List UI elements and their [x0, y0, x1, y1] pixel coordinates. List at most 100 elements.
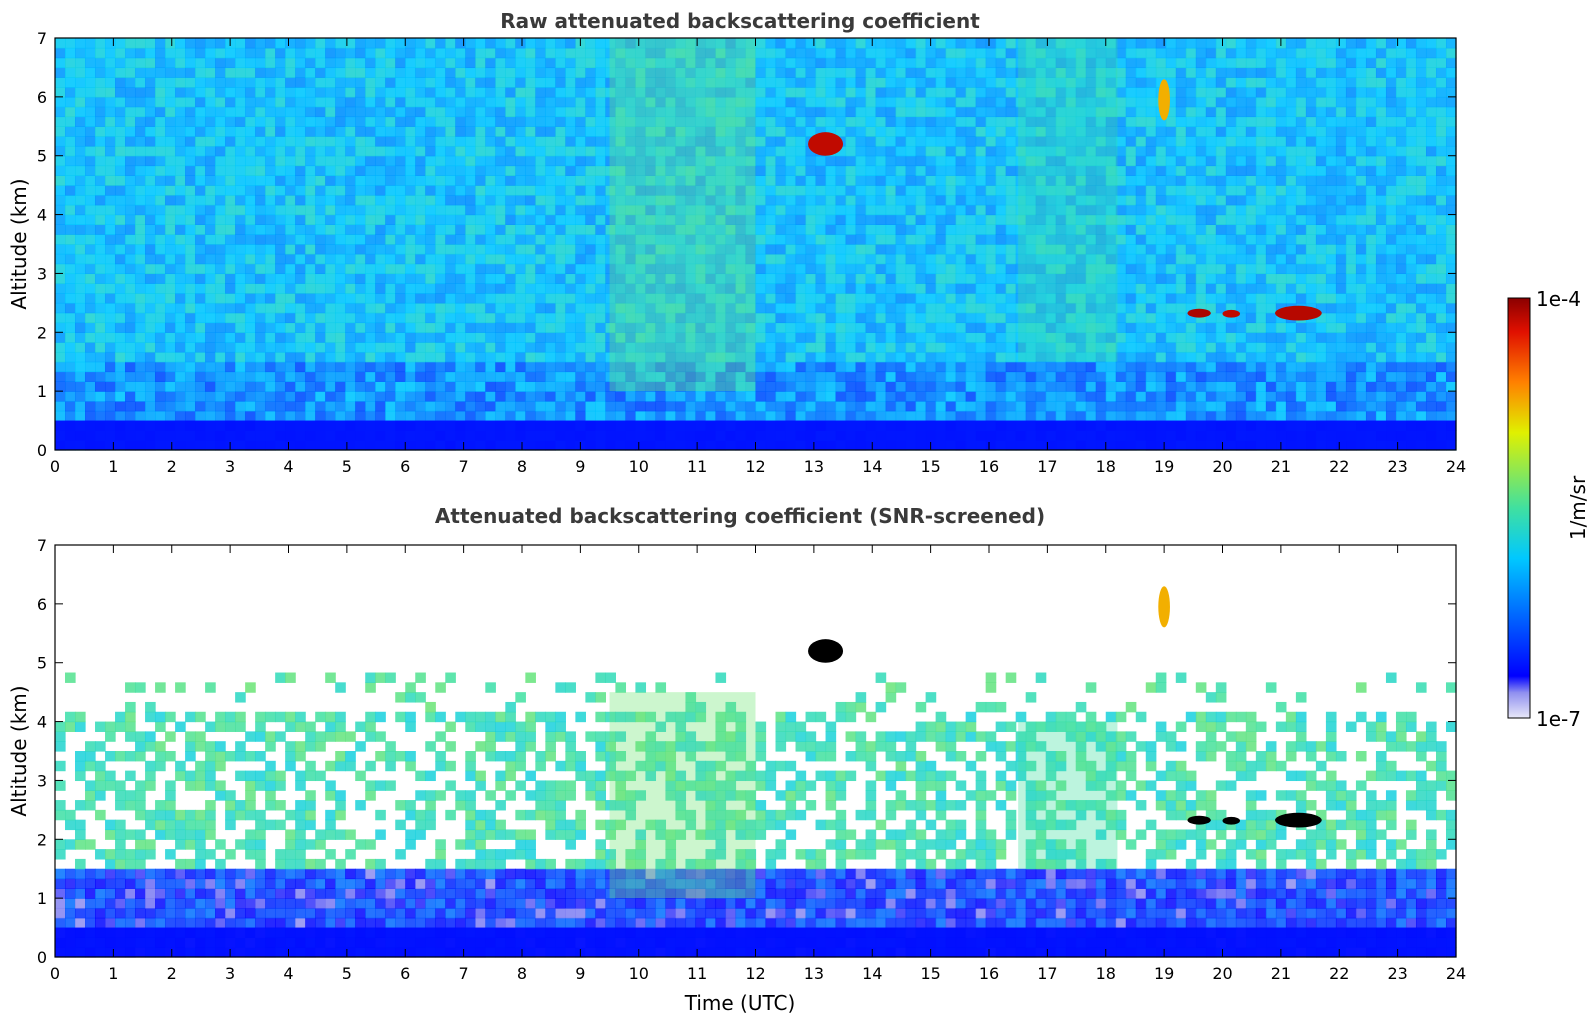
heatmap-cell	[955, 77, 967, 88]
heatmap-cell	[785, 391, 797, 402]
heatmap-cell	[1185, 136, 1197, 147]
heatmap-cell	[195, 116, 206, 127]
heatmap-cell	[545, 253, 556, 265]
heatmap-cell	[55, 253, 66, 265]
heatmap-cell	[1005, 361, 1017, 373]
heatmap-cell	[465, 410, 476, 422]
heatmap-cell	[995, 312, 1007, 324]
heatmap-cell	[1115, 77, 1127, 88]
heatmap-cell	[845, 126, 857, 137]
heatmap-cell	[75, 87, 86, 98]
heatmap-cell	[555, 351, 566, 363]
heatmap-cell	[865, 351, 877, 363]
heatmap-cell	[1145, 391, 1157, 402]
heatmap-cell	[1045, 381, 1057, 392]
heatmap-cell	[295, 96, 306, 108]
heatmap-cell	[495, 194, 506, 206]
heatmap-cell	[935, 283, 947, 294]
heatmap-cell	[325, 126, 336, 137]
heatmap-cell	[1135, 67, 1147, 78]
heatmap-cell	[1075, 283, 1087, 294]
heatmap-cell	[255, 126, 266, 137]
heatmap-cell	[75, 322, 86, 333]
heatmap-cell	[205, 38, 216, 49]
heatmap-cell	[325, 224, 336, 235]
heatmap-cell	[355, 381, 366, 392]
heatmap-cell	[245, 47, 256, 59]
heatmap-cell	[675, 263, 687, 275]
heatmap-cell	[305, 145, 316, 157]
heatmap-cell	[625, 87, 637, 98]
heatmap-cell	[215, 175, 226, 186]
heatmap-cell	[85, 175, 96, 186]
heatmap-cell	[205, 106, 216, 118]
heatmap-cell	[505, 253, 516, 265]
heatmap-cell	[585, 57, 596, 69]
heatmap-cell	[605, 126, 616, 137]
heatmap-cell	[875, 371, 887, 382]
heatmap-cell	[225, 273, 236, 284]
heatmap-cell	[705, 204, 717, 216]
heatmap-cell	[205, 214, 216, 225]
heatmap-cell	[275, 322, 286, 333]
heatmap-cell	[755, 57, 767, 69]
heatmap-cell	[525, 410, 536, 422]
heatmap-cell	[445, 77, 456, 88]
heatmap-cell	[1165, 87, 1177, 98]
heatmap-cell	[135, 136, 146, 147]
heatmap-cell	[745, 67, 757, 78]
heatmap-cell	[675, 371, 687, 382]
heatmap-cell	[505, 57, 516, 69]
heatmap-cell	[1085, 244, 1097, 255]
heatmap-cell	[395, 214, 406, 225]
heatmap-cell	[55, 194, 66, 206]
heatmap-cell	[1025, 214, 1037, 225]
heatmap-cell	[225, 165, 236, 176]
heatmap-cell	[655, 194, 667, 206]
heatmap-cell	[785, 96, 797, 108]
heatmap-cell	[1165, 332, 1177, 343]
heatmap-cell	[745, 155, 757, 167]
heatmap-cell	[505, 175, 516, 186]
heatmap-cell	[605, 165, 616, 176]
heatmap-cell	[295, 332, 306, 343]
heatmap-cell	[1165, 273, 1177, 284]
heatmap-cell	[1125, 293, 1137, 304]
heatmap-cell	[235, 351, 246, 363]
heatmap-cell	[165, 410, 176, 422]
heatmap-cell	[855, 332, 867, 343]
heatmap-cell	[1225, 165, 1237, 176]
heatmap-cell	[795, 38, 807, 49]
heatmap-cell	[435, 302, 446, 314]
heatmap-cell	[1145, 244, 1157, 255]
heatmap-cell	[155, 351, 166, 363]
heatmap-cell	[895, 342, 907, 353]
heatmap-cell	[1055, 263, 1067, 275]
heatmap-cell	[625, 77, 637, 88]
heatmap-cell	[475, 400, 486, 412]
heatmap-cell	[675, 302, 687, 314]
heatmap-cell	[565, 155, 576, 167]
heatmap-cell	[805, 302, 817, 314]
heatmap-cell	[1005, 293, 1017, 304]
heatmap-cell	[345, 185, 356, 196]
heatmap-cell	[675, 342, 687, 353]
heatmap-cell	[1025, 234, 1037, 245]
heatmap-cell	[425, 224, 436, 235]
heatmap-cell	[735, 322, 747, 333]
heatmap-cell	[355, 57, 366, 69]
heatmap-cell	[1065, 116, 1077, 127]
heatmap-cell	[855, 175, 867, 186]
heatmap-cell	[55, 391, 66, 402]
heatmap-cell	[645, 302, 657, 314]
heatmap-cell	[835, 214, 847, 225]
heatmap-cell	[255, 106, 266, 118]
heatmap-cell	[1235, 410, 1247, 422]
heatmap-cell	[245, 175, 256, 186]
heatmap-cell	[935, 185, 947, 196]
heatmap-cell	[615, 38, 627, 49]
heatmap-cell	[915, 145, 927, 157]
heatmap-cell	[895, 293, 907, 304]
heatmap-cell	[495, 342, 506, 353]
heatmap-cell	[115, 116, 126, 127]
